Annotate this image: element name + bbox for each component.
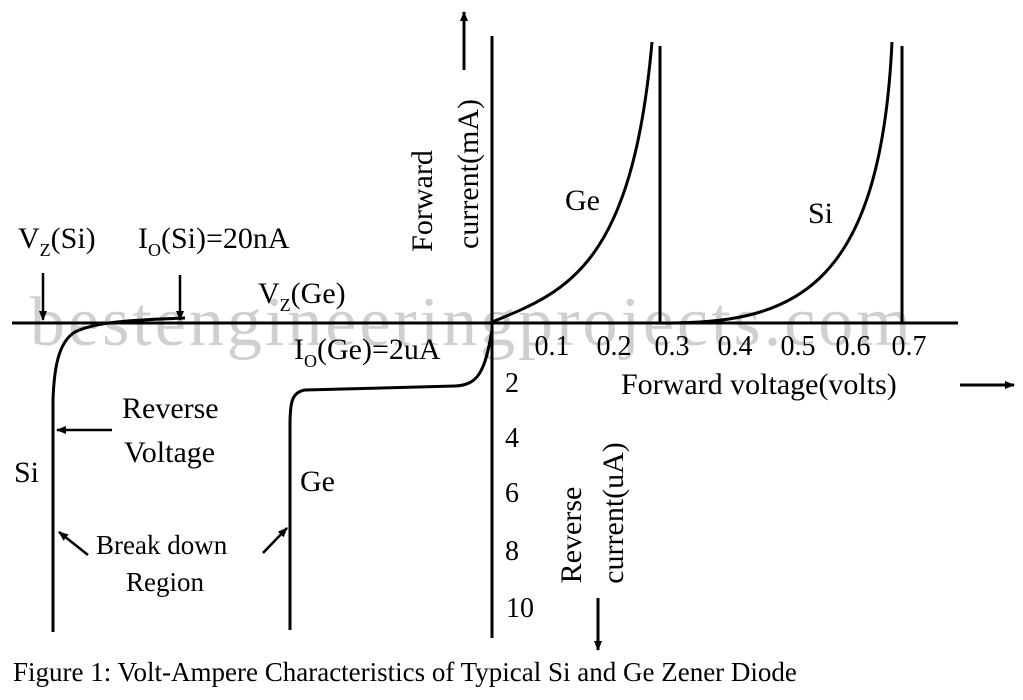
si-reverse-label: Si xyxy=(14,456,39,489)
reverse-current-label-line2: current(uA) xyxy=(597,442,630,584)
vz-si-label: VZ(Si) xyxy=(18,222,96,260)
io-si-label: IO(Si)=20nA xyxy=(138,222,290,260)
forward-voltage-label: Forward voltage(volts) xyxy=(621,368,897,401)
breakdown-region-label-line1: Break down xyxy=(96,530,228,560)
x-tick: 0.4 xyxy=(718,331,753,362)
forward-current-label-line1: Forward xyxy=(406,150,439,252)
x-tick: 0.2 xyxy=(597,331,632,362)
y-tick-reverse: 10 xyxy=(506,593,534,624)
x-tick: 0.5 xyxy=(781,331,816,362)
si-forward-label: Si xyxy=(808,197,833,230)
x-tick: 0.6 xyxy=(836,331,871,362)
si-forward-curve xyxy=(654,41,894,325)
ge-reverse-label: Ge xyxy=(300,465,335,498)
reverse-current-label-line1: Reverse xyxy=(555,487,588,584)
ge-forward-curve xyxy=(491,41,654,324)
x-tick: 0.3 xyxy=(655,331,690,362)
forward-current-label-line2: current(mA) xyxy=(452,99,485,249)
reverse-voltage-label-line1: Reverse xyxy=(122,392,219,425)
ge-forward-label: Ge xyxy=(565,184,600,217)
x-tick: 0.7 xyxy=(892,331,927,362)
io-ge-label: IO(Ge)=2uA xyxy=(294,333,441,371)
breakdown-ge-arrow xyxy=(262,527,288,554)
si-reverse-curve xyxy=(51,316,186,632)
y-tick-reverse: 6 xyxy=(505,478,519,509)
breakdown-si-arrow xyxy=(58,531,89,556)
y-tick-reverse: 8 xyxy=(505,536,519,567)
vz-ge-label: VZ(Ge) xyxy=(258,277,346,315)
breakdown-region-label-line2: Region xyxy=(126,567,204,597)
ge-reverse-curve xyxy=(288,329,494,630)
y-tick-reverse: 2 xyxy=(505,368,519,399)
reverse-voltage-label-line2: Voltage xyxy=(124,436,215,469)
x-tick: 0.1 xyxy=(535,331,570,362)
figure-caption: Figure 1: Volt-Ampere Characteristics of… xyxy=(13,657,797,687)
y-tick-reverse: 4 xyxy=(505,423,519,454)
